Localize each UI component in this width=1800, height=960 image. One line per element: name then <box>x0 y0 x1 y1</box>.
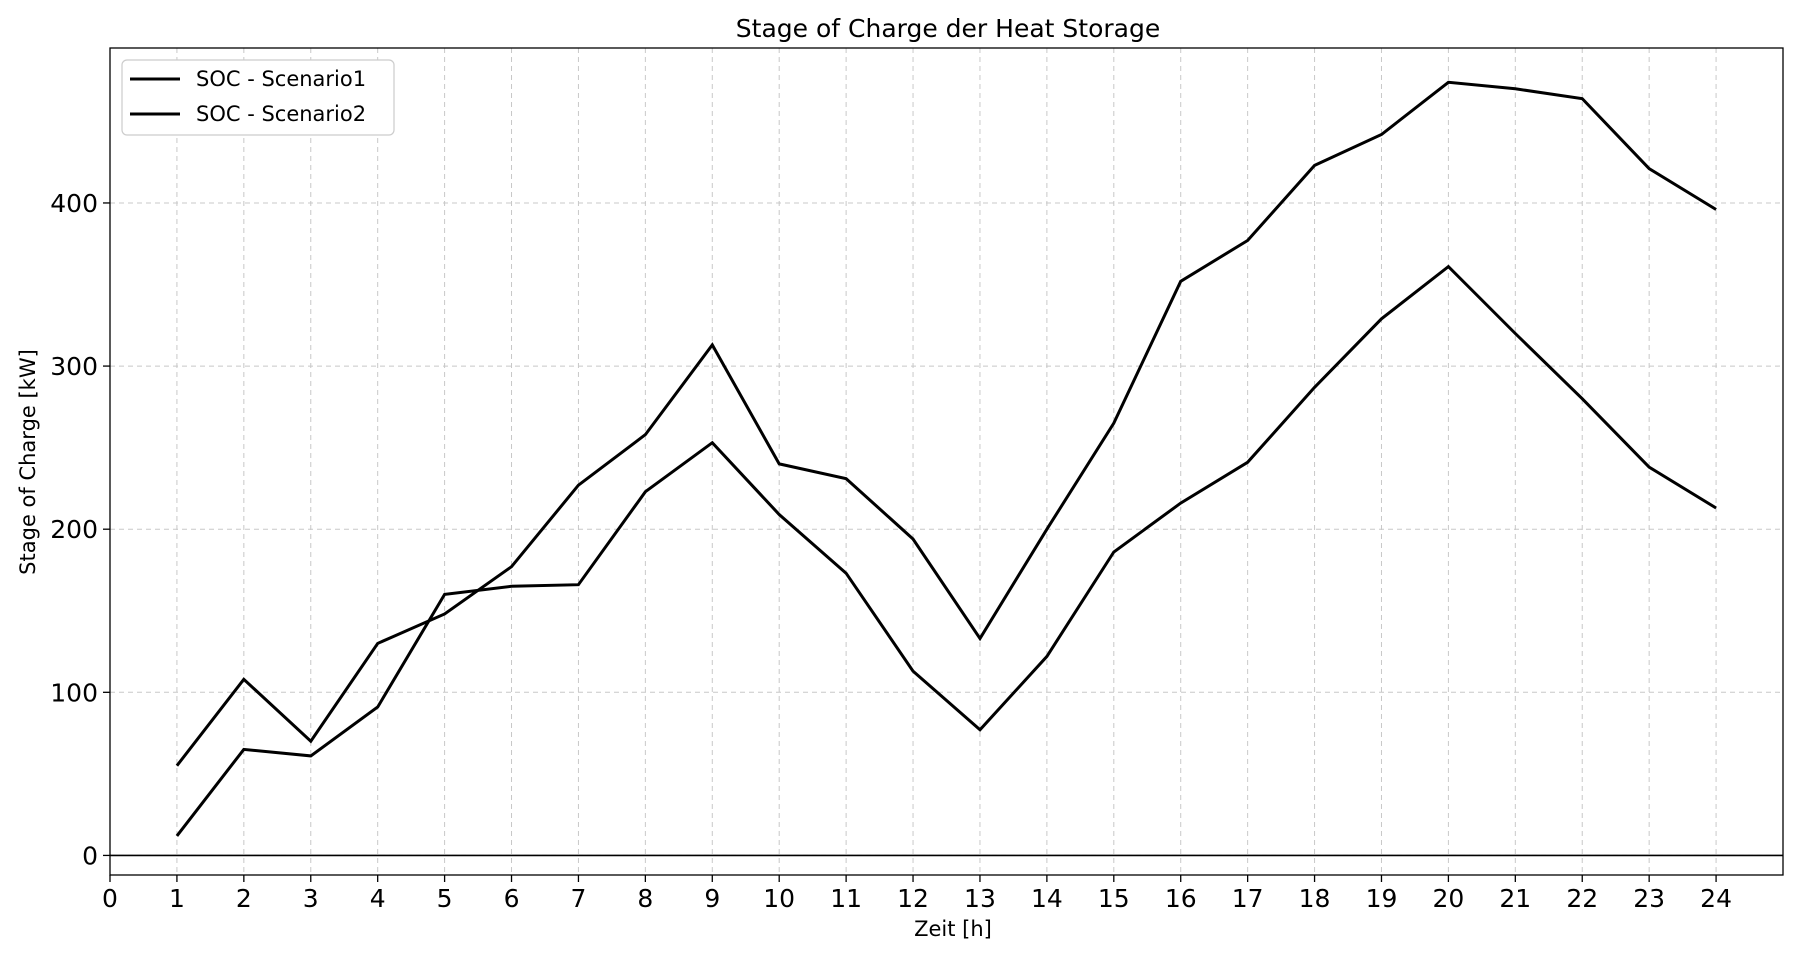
x-tick-label: 2 <box>236 884 252 913</box>
y-tick-label: 300 <box>50 352 98 381</box>
x-tick-label: 21 <box>1499 884 1531 913</box>
y-tick-label: 0 <box>82 841 98 870</box>
x-tick-label: 16 <box>1165 884 1197 913</box>
x-tick-label: 3 <box>303 884 319 913</box>
chart-title: Stage of Charge der Heat Storage <box>736 14 1160 43</box>
x-tick-label: 23 <box>1633 884 1665 913</box>
x-tick-label: 12 <box>897 884 929 913</box>
y-tick-label: 100 <box>50 678 98 707</box>
x-tick-label: 20 <box>1432 884 1464 913</box>
x-tick-label: 8 <box>637 884 653 913</box>
x-tick-label: 17 <box>1232 884 1264 913</box>
x-tick-label: 1 <box>169 884 185 913</box>
x-tick-label: 7 <box>570 884 586 913</box>
legend-box <box>121 59 395 136</box>
x-tick-label: 15 <box>1098 884 1130 913</box>
x-tick-label: 6 <box>504 884 520 913</box>
x-tick-label: 22 <box>1566 884 1598 913</box>
plot-frame <box>109 47 1784 876</box>
x-tick-label: 5 <box>437 884 453 913</box>
y-tick-label: 200 <box>50 515 98 544</box>
grid-lines <box>109 48 1783 875</box>
legend-label-scenario1: SOC - Scenario1 <box>196 67 366 91</box>
x-tick-label: 10 <box>763 884 795 913</box>
x-tick-label: 13 <box>964 884 996 913</box>
y-tick-label: 400 <box>50 189 98 218</box>
x-axis-label: Zeit [h] <box>914 917 992 941</box>
series-line-scenario2 <box>175 264 1717 837</box>
x-tick-label: 0 <box>102 884 118 913</box>
x-tick-label: 11 <box>830 884 862 913</box>
series-line-scenario1 <box>175 80 1717 767</box>
legend: SOC - Scenario1 SOC - Scenario2 <box>121 59 395 136</box>
x-tick-label: 19 <box>1366 884 1398 913</box>
axis-ticks: 0 1 2 3 4 5 6 7 8 9 10 11 12 13 14 15 16 17 18 19 20 21 22 23 24… <box>50 189 1732 913</box>
x-tick-label: 24 <box>1700 884 1732 913</box>
x-tick-label: 9 <box>704 884 720 913</box>
y-axis-label: Stage of Charge [kW] <box>16 349 40 575</box>
series-lines <box>110 80 1783 857</box>
x-tick-label: 18 <box>1299 884 1331 913</box>
legend-label-scenario2: SOC - Scenario2 <box>196 102 366 126</box>
x-tick-label: 14 <box>1031 884 1063 913</box>
x-tick-label: 4 <box>370 884 386 913</box>
